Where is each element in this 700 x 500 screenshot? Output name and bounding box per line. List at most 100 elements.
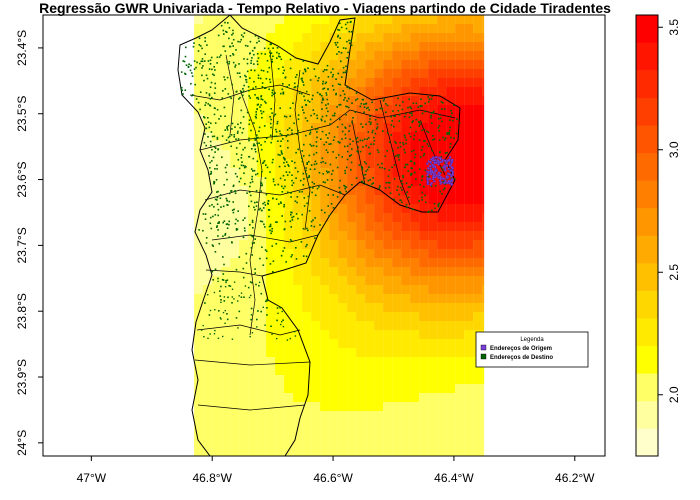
destination-point	[384, 187, 387, 189]
raster-cell	[284, 384, 294, 393]
raster-cell	[401, 60, 411, 69]
destination-point	[251, 180, 254, 183]
district-boundary	[211, 234, 319, 243]
raster-cell	[230, 339, 240, 348]
destination-point	[254, 148, 256, 151]
raster-cell	[374, 393, 384, 402]
destination-point	[272, 93, 275, 95]
destination-point	[345, 113, 347, 116]
destination-point	[237, 210, 239, 212]
destination-point	[372, 182, 375, 184]
raster-cell	[437, 267, 447, 276]
raster-cell	[419, 33, 429, 42]
raster-cell	[212, 69, 222, 78]
colorbar-segment	[636, 42, 658, 71]
raster-cell	[455, 258, 465, 267]
destination-point	[428, 210, 430, 213]
raster-cell	[311, 60, 321, 69]
destination-point	[385, 103, 387, 105]
raster-cell	[464, 177, 474, 186]
destination-point	[282, 174, 285, 177]
destination-point	[412, 120, 414, 122]
raster-cell	[248, 366, 258, 375]
raster-cell	[437, 420, 447, 429]
destination-point	[223, 184, 225, 186]
raster-cell	[482, 429, 485, 438]
destination-point	[381, 108, 384, 110]
destination-point	[297, 148, 299, 151]
destination-point	[318, 77, 320, 79]
destination-point	[222, 335, 224, 338]
raster-cell	[302, 339, 312, 348]
raster-cell	[464, 348, 474, 357]
raster-cell	[266, 429, 276, 438]
legend-label-origin: Endereços de Origem	[490, 346, 552, 352]
destination-point	[201, 47, 203, 50]
district-boundary	[205, 269, 263, 277]
raster-cell	[311, 348, 321, 357]
raster-cell	[356, 204, 366, 213]
destination-point	[199, 45, 202, 47]
raster-cell	[194, 411, 204, 420]
raster-cell	[482, 447, 485, 456]
raster-cell	[311, 366, 321, 375]
destination-point	[291, 174, 293, 176]
y-tick-label: 23.4°S	[15, 30, 29, 66]
raster-cell	[401, 420, 411, 429]
raster-cell	[221, 402, 231, 411]
destination-point	[217, 148, 220, 150]
raster-cell	[374, 447, 384, 456]
origin-point	[431, 171, 434, 174]
destination-point	[346, 40, 348, 43]
destination-point	[229, 55, 232, 57]
destination-point	[270, 118, 272, 121]
destination-point	[251, 254, 253, 256]
raster-cell	[473, 78, 483, 87]
destination-point	[242, 276, 245, 279]
raster-cell	[383, 213, 393, 222]
raster-cell	[428, 303, 438, 312]
destination-point	[439, 117, 442, 119]
destination-point	[355, 92, 358, 94]
destination-point	[276, 221, 278, 223]
destination-point	[277, 68, 280, 70]
destination-point	[245, 78, 247, 81]
destination-point	[199, 62, 201, 65]
raster-cell	[410, 186, 420, 195]
x-tick-label: 47°W	[77, 471, 107, 485]
raster-cell	[419, 204, 429, 213]
raster-cell	[473, 42, 483, 51]
destination-point	[301, 157, 303, 159]
raster-cell	[455, 132, 465, 141]
raster-cell	[482, 231, 485, 240]
raster-cell	[428, 429, 438, 438]
destination-point	[347, 97, 350, 100]
raster-cell	[419, 303, 429, 312]
raster-cell	[419, 114, 429, 123]
destination-point	[240, 38, 242, 41]
raster-cell	[347, 159, 357, 168]
raster-cell	[311, 276, 321, 285]
raster-cell	[275, 24, 285, 33]
raster-cell	[194, 303, 204, 312]
destination-point	[240, 164, 243, 167]
colorbar: 2.02.53.03.5	[635, 14, 681, 457]
raster-cell	[365, 375, 375, 384]
destination-point	[337, 141, 340, 143]
raster-cell	[365, 312, 375, 321]
destination-point	[284, 185, 286, 188]
destination-point	[376, 126, 379, 128]
destination-point	[338, 142, 341, 144]
destination-point	[302, 227, 305, 230]
raster-cell	[311, 375, 321, 384]
destination-point	[283, 203, 285, 206]
raster-cell	[347, 213, 357, 222]
destination-point	[355, 99, 357, 101]
raster-cell	[392, 285, 402, 294]
destination-point	[372, 177, 374, 179]
destination-point	[226, 227, 229, 229]
raster-cell	[374, 60, 384, 69]
destination-point	[297, 118, 300, 121]
raster-cell	[320, 312, 330, 321]
origin-point	[450, 163, 453, 166]
